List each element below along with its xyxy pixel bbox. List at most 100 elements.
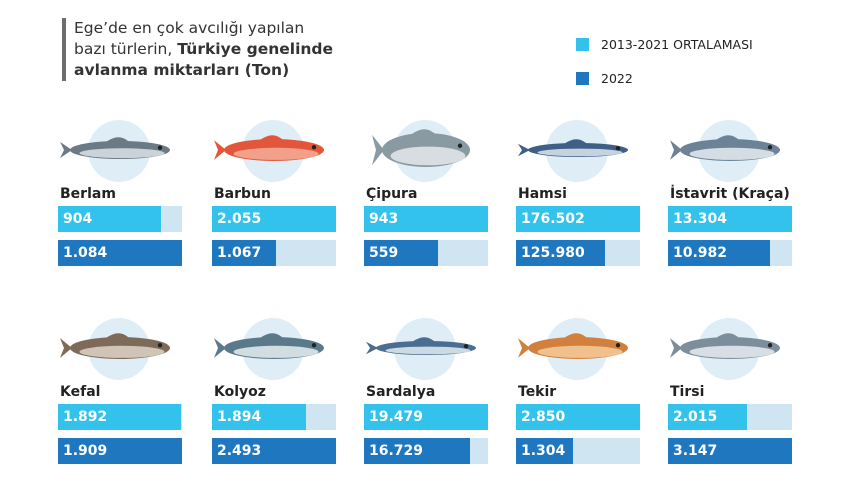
species-card: Çipura 943 559 (364, 120, 488, 266)
species-name: Kefal (60, 384, 101, 400)
bar-2022-track: 3.147 (668, 438, 792, 464)
legend-item-2022: 2022 (576, 68, 753, 88)
species-card: Barbun 2.055 1.067 (212, 120, 336, 266)
species-card: Sardalya 19.479 16.729 (364, 318, 488, 464)
species-card: Kefal 1.892 1.909 (58, 318, 182, 464)
bar-2022-track: 1.909 (58, 438, 182, 464)
bar-2022-value-label: 3.147 (673, 443, 718, 459)
bar-avg-value-label: 2.850 (521, 409, 566, 425)
bar-2022 (212, 438, 336, 464)
species-name: Barbun (214, 186, 271, 202)
bar-2022-track: 10.982 (668, 240, 792, 266)
chart-title: Ege’de en çok avcılığı yapılan bazı türl… (62, 18, 333, 81)
bar-avg-track: 943 (364, 206, 488, 232)
title-line-1: Ege’de en çok avcılığı yapılan (74, 19, 305, 37)
bar-2022 (668, 240, 771, 266)
fish-illustration (366, 337, 476, 355)
bar-avg-value-label: 176.502 (521, 211, 585, 227)
bar-2022-track: 1.084 (58, 240, 182, 266)
bar-avg-track: 904 (58, 206, 182, 232)
species-card: İstavrit (Kraça) 13.304 10.982 (668, 120, 792, 266)
bar-avg-value-label: 943 (369, 211, 399, 227)
fish-illustration (214, 135, 324, 161)
bar-avg-track: 176.502 (516, 206, 640, 232)
bar-avg-value-label: 13.304 (673, 211, 728, 227)
bar-2022-track: 2.493 (212, 438, 336, 464)
bar-2022-track: 16.729 (364, 438, 488, 464)
legend-item-avg: 2013-2021 ORTALAMASI (576, 34, 753, 54)
legend-swatch-avg (576, 37, 589, 51)
bar-2022-value-label: 1.909 (63, 443, 108, 459)
bar-avg-value-label: 1.892 (63, 409, 108, 425)
bar-avg-track: 13.304 (668, 206, 792, 232)
legend-swatch-2022 (576, 71, 589, 85)
bar-avg-track: 2.015 (668, 404, 792, 430)
species-name: Çipura (366, 186, 418, 202)
fish-illustration (670, 333, 780, 359)
bar-avg-value-label: 904 (63, 211, 93, 227)
fish-illustration (518, 333, 628, 359)
bar-avg-track: 1.894 (212, 404, 336, 430)
bar-2022 (364, 240, 438, 266)
species-card: Kolyoz 1.894 2.493 (212, 318, 336, 464)
bar-avg (516, 404, 640, 430)
bar-avg-value-label: 19.479 (369, 409, 424, 425)
legend-label-avg: 2013-2021 ORTALAMASI (601, 36, 753, 52)
species-card: Tekir 2.850 1.304 (516, 318, 640, 464)
bar-avg (364, 206, 488, 232)
title-line-2-normal: bazı türlerin, (74, 40, 178, 58)
title-line-2: bazı türlerin, Türkiye genelinde (74, 39, 333, 60)
bar-2022-track: 125.980 (516, 240, 640, 266)
legend: 2013-2021 ORTALAMASI 2022 (576, 34, 753, 102)
bar-avg (364, 404, 488, 430)
species-name: Tirsi (670, 384, 705, 400)
bar-2022-value-label: 10.982 (673, 245, 728, 261)
bar-2022 (212, 240, 277, 266)
bar-avg (212, 404, 307, 430)
species-name: İstavrit (Kraça) (670, 186, 790, 202)
fish-illustration (518, 139, 628, 157)
species-name: Tekir (518, 384, 557, 400)
bar-avg-track: 19.479 (364, 404, 488, 430)
bar-avg (58, 206, 162, 232)
bar-2022 (516, 438, 573, 464)
fish-illustration (670, 135, 780, 161)
species-card: Berlam 904 1.084 (58, 120, 182, 266)
bar-avg-track: 1.892 (58, 404, 182, 430)
bar-2022-value-label: 1.084 (63, 245, 108, 261)
fish-illustration (60, 137, 170, 159)
title-line-2-bold: Türkiye genelinde (177, 40, 334, 58)
bar-2022-value-label: 125.980 (521, 245, 585, 261)
bar-2022-value-label: 1.067 (217, 245, 262, 261)
bar-avg-track: 2.055 (212, 206, 336, 232)
title-line-3: avlanma miktarları (Ton) (74, 60, 333, 81)
species-name: Hamsi (518, 186, 567, 202)
bar-avg-track: 2.850 (516, 404, 640, 430)
fish-illustration (60, 333, 170, 359)
bar-avg (516, 206, 640, 232)
bar-2022 (364, 438, 471, 464)
bar-avg-value-label: 2.015 (673, 409, 718, 425)
species-name: Berlam (60, 186, 116, 202)
title-line-3-bold: avlanma miktarları (Ton) (74, 61, 290, 79)
fish-illustration (214, 333, 324, 359)
bar-avg (212, 206, 336, 232)
bar-avg (668, 206, 792, 232)
bar-2022-value-label: 559 (369, 245, 399, 261)
species-name: Kolyoz (214, 384, 266, 400)
bar-2022-track: 1.304 (516, 438, 640, 464)
bar-2022-value-label: 16.729 (369, 443, 424, 459)
bar-avg (58, 404, 181, 430)
bar-2022 (668, 438, 792, 464)
bar-2022-value-label: 2.493 (217, 443, 262, 459)
species-card: Tirsi 2.015 3.147 (668, 318, 792, 464)
bar-2022-track: 559 (364, 240, 488, 266)
bar-avg (668, 404, 748, 430)
legend-label-2022: 2022 (601, 70, 633, 86)
fish-illustration (372, 129, 470, 167)
bar-2022 (58, 240, 182, 266)
species-name: Sardalya (366, 384, 436, 400)
bar-avg-value-label: 1.894 (217, 409, 262, 425)
bar-avg-value-label: 2.055 (217, 211, 262, 227)
bar-2022 (516, 240, 605, 266)
